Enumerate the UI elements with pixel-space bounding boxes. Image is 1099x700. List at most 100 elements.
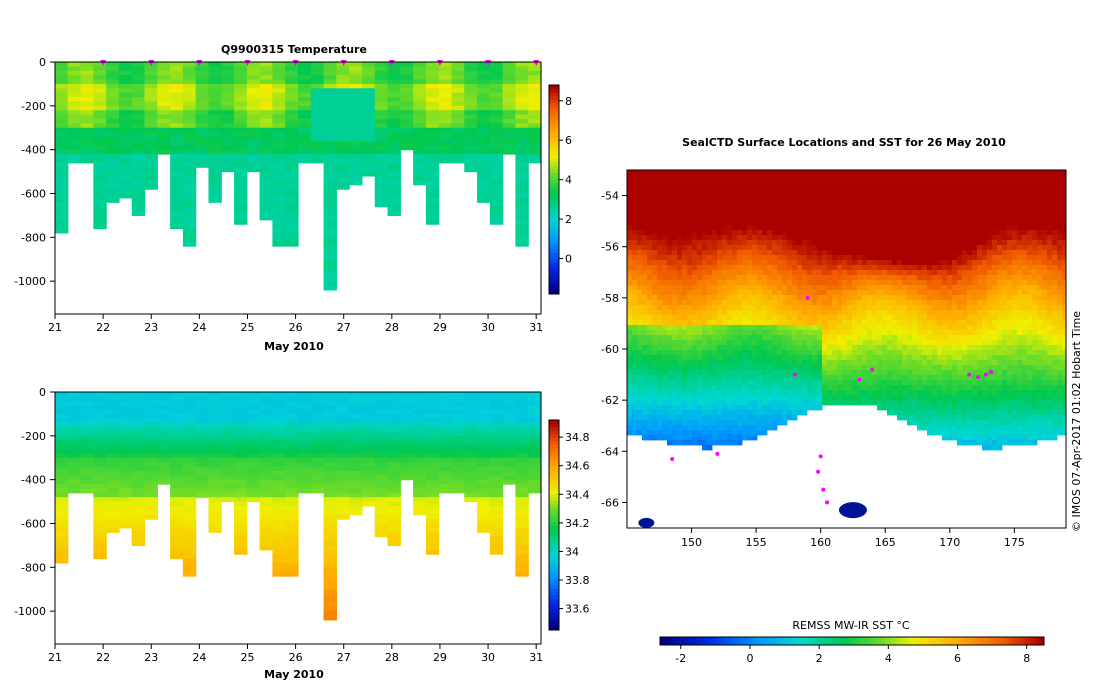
sst-cell — [787, 200, 793, 206]
sst-cell — [1012, 300, 1018, 306]
salinity-cell — [208, 427, 222, 433]
sst-cell — [917, 190, 923, 196]
sst-cell — [672, 185, 678, 191]
sst-cell — [897, 290, 903, 296]
sst-cell — [992, 245, 998, 251]
sst-cell — [847, 285, 853, 291]
salinity-cell — [131, 396, 146, 402]
salinity-cell — [170, 475, 184, 481]
temperature-cell — [310, 92, 325, 98]
temperature-cell — [515, 66, 529, 72]
temperature-cell — [144, 75, 158, 81]
sst-cell — [637, 290, 643, 296]
salinity-cell — [55, 470, 69, 476]
salinity-cell — [489, 549, 504, 555]
temperature-cell — [246, 140, 261, 146]
temperature-cell — [451, 140, 465, 146]
sst-cell — [737, 260, 743, 266]
sst-cell — [977, 200, 983, 206]
sst-cell — [802, 195, 808, 201]
salinity-cell — [131, 510, 146, 516]
temperature-cell — [144, 167, 158, 173]
salinity-cell — [425, 470, 440, 476]
temperature-cell — [208, 101, 222, 107]
temperature-cell — [438, 105, 453, 111]
temperature-cell — [170, 167, 184, 173]
salinity-cell — [298, 466, 312, 472]
sst-cell — [917, 205, 923, 211]
salinity-cell — [80, 475, 94, 481]
sst-cell — [822, 215, 828, 221]
sst-cell — [947, 240, 953, 246]
sst-cell — [967, 220, 973, 226]
sst-cell — [1037, 250, 1043, 256]
temperature-cell — [336, 167, 350, 173]
temperature-cell — [170, 211, 184, 216]
temperature-cell — [502, 88, 517, 94]
salinity-cell — [387, 532, 401, 538]
temperature-cell — [182, 189, 197, 195]
sst-cell — [702, 195, 708, 201]
sst-cell — [877, 275, 883, 281]
sst-cell — [922, 210, 928, 216]
sst-cell — [787, 285, 793, 291]
sst-cell — [667, 265, 673, 271]
salinity-cell — [361, 497, 376, 503]
sst-cell — [907, 295, 913, 301]
sst-cell — [692, 240, 698, 246]
salinity-cell — [285, 497, 299, 503]
sst-cell — [917, 185, 923, 191]
sst-cell — [997, 270, 1003, 276]
temperature-cell — [413, 114, 427, 120]
sst-cell — [672, 285, 678, 291]
sst-cell — [882, 195, 888, 201]
sst-cell — [757, 240, 763, 246]
salinity-cell — [272, 571, 286, 577]
salinity-cell — [374, 448, 389, 454]
salinity-cell — [438, 418, 453, 424]
salinity-cell — [67, 400, 82, 406]
salinity-cell — [374, 510, 389, 516]
colorbar-tick-label: 6 — [565, 134, 572, 147]
sst-cell — [727, 255, 733, 261]
sst-cell — [947, 245, 953, 251]
temperature-cell — [157, 118, 171, 124]
salinity-cell — [477, 392, 491, 397]
sst-cell — [877, 220, 883, 226]
temperature-cell — [144, 140, 158, 146]
sst-cell — [672, 245, 678, 251]
sst-cell — [897, 210, 903, 216]
sst-cell — [907, 185, 913, 191]
sst-cell — [687, 300, 693, 306]
salinity-cell — [221, 466, 235, 472]
sst-cell — [782, 285, 788, 291]
temperature-cell — [272, 114, 286, 120]
temperature-cell — [170, 114, 184, 120]
temperature-cell — [259, 180, 274, 186]
salinity-cell — [477, 462, 491, 468]
temperature-cell — [374, 110, 389, 116]
sst-cell — [867, 215, 873, 221]
salinity-cell — [131, 466, 146, 472]
sst-cell — [707, 210, 713, 216]
sst-cell — [812, 290, 818, 296]
temperature-cell — [323, 149, 337, 155]
sst-cell — [1052, 255, 1058, 261]
sst-cell — [1037, 295, 1043, 301]
salinity-cell — [489, 545, 504, 551]
sst-cell — [717, 300, 723, 306]
temperature-cell — [246, 88, 261, 94]
temperature-cell — [451, 110, 465, 116]
salinity-cell — [246, 413, 261, 419]
sst-cell — [972, 265, 978, 271]
sst-cell — [1042, 180, 1048, 186]
temperature-cell — [374, 158, 389, 164]
sst-cell — [912, 275, 918, 281]
sst-cell — [947, 235, 953, 241]
temperature-cell — [374, 136, 389, 142]
sst-cell — [717, 240, 723, 246]
temperature-cell — [106, 118, 120, 124]
sst-cell — [632, 285, 638, 291]
salinity-cell — [515, 505, 529, 511]
temperature-cell — [55, 215, 69, 221]
